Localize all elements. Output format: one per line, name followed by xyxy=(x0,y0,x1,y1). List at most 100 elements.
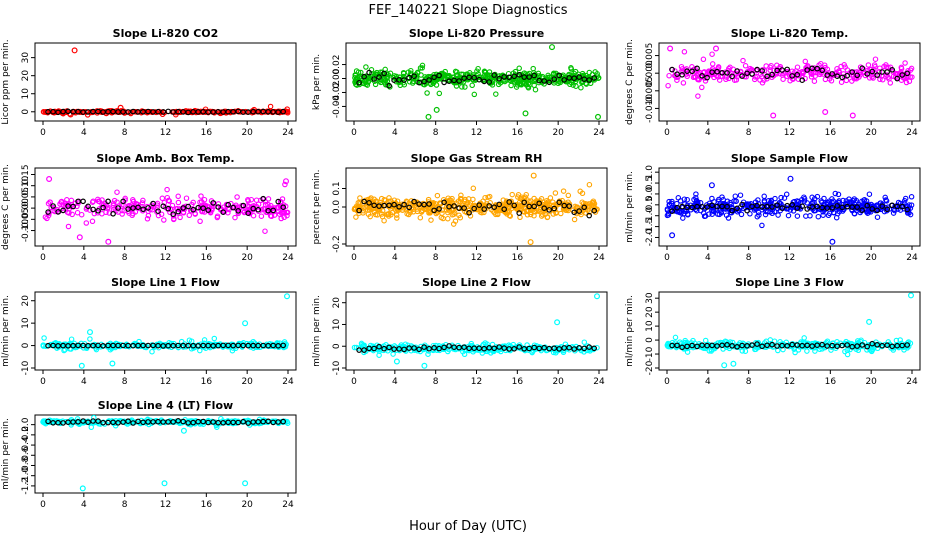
data-point xyxy=(872,56,879,62)
data-point xyxy=(144,216,151,222)
data-point xyxy=(870,75,876,81)
reference-point xyxy=(476,202,483,208)
reference-point xyxy=(396,77,402,83)
data-point xyxy=(759,222,765,229)
outlier-point xyxy=(907,292,914,299)
data-point xyxy=(197,218,203,225)
data-point xyxy=(752,74,758,80)
data-point xyxy=(558,210,564,217)
outlier-point xyxy=(180,427,187,434)
reference-point xyxy=(356,80,362,86)
x-axis-label: Hour of Day (UTC) xyxy=(409,519,527,534)
reference-point xyxy=(225,108,232,115)
data-point xyxy=(666,202,672,208)
data-point xyxy=(276,211,283,217)
reference-point xyxy=(496,201,503,208)
reference-point xyxy=(371,76,377,82)
reference-point xyxy=(240,202,247,209)
reference-point xyxy=(804,67,811,73)
reference-point xyxy=(195,109,202,115)
reference-point xyxy=(809,65,816,72)
x-tick-label: 24 xyxy=(593,377,605,387)
reference-point xyxy=(576,74,583,80)
data-point xyxy=(700,56,707,63)
data-points xyxy=(665,45,915,119)
outlier-point xyxy=(527,239,534,246)
reference-point xyxy=(819,204,826,211)
reference-point xyxy=(551,205,558,212)
data-points xyxy=(664,292,914,369)
reference-point xyxy=(45,109,51,115)
data-point xyxy=(784,73,790,80)
outlier-point xyxy=(522,110,529,117)
reference-point xyxy=(729,207,735,214)
panel-1: Slope Li-820 CO2 Licor ppm per min. 0 4 8 12 1… xyxy=(1,27,297,138)
x-tick-label: 12 xyxy=(471,253,482,263)
x-tick-label: 4 xyxy=(705,253,711,263)
reference-point xyxy=(521,74,528,80)
x-tick-label: 8 xyxy=(746,377,752,387)
data-point xyxy=(738,72,744,78)
reference-point xyxy=(456,78,462,84)
reference-point xyxy=(366,200,372,206)
reference-point xyxy=(371,202,377,209)
reference-point xyxy=(155,208,161,215)
data-point xyxy=(459,84,465,90)
reference-point xyxy=(889,202,896,209)
outlier-point xyxy=(822,108,829,115)
panel-grid: Slope Li-820 CO2 Licor ppm per min. 0 4 8 12 1… xyxy=(1,27,921,510)
y-tick-label: 0.00 xyxy=(332,68,342,88)
reference-point xyxy=(754,66,760,73)
reference-point xyxy=(215,109,222,115)
outlier-point xyxy=(849,112,856,119)
data-point xyxy=(826,76,833,82)
y-tick-label: 0.02 xyxy=(332,55,342,75)
data-point xyxy=(352,72,358,78)
reference-point xyxy=(280,204,287,211)
x-tick-label: 24 xyxy=(282,253,294,263)
data-point xyxy=(258,213,265,219)
reference-point xyxy=(105,108,111,115)
reference-point xyxy=(689,204,695,211)
data-point xyxy=(853,207,860,214)
x-tick-label: 16 xyxy=(825,253,837,263)
x-tick-label: 20 xyxy=(241,253,253,263)
x-tick-label: 16 xyxy=(512,377,524,387)
data-point xyxy=(232,214,238,221)
y-tick-label: 0.10 xyxy=(21,175,31,195)
reference-series xyxy=(356,69,598,89)
y-axis-label: ml/min per min. xyxy=(625,295,635,367)
reference-point xyxy=(704,204,710,210)
data-point xyxy=(90,198,96,204)
reference-point xyxy=(551,76,558,83)
outlier-point xyxy=(78,362,85,369)
data-point xyxy=(467,200,474,206)
data-point xyxy=(88,424,95,431)
reference-point xyxy=(110,108,116,115)
data-point xyxy=(42,214,49,220)
reference-point xyxy=(511,73,518,80)
x-tick-label: 20 xyxy=(552,377,564,387)
data-point xyxy=(785,212,792,219)
data-point xyxy=(851,196,858,202)
reference-point xyxy=(844,72,851,79)
data-point xyxy=(274,204,281,211)
data-point xyxy=(578,84,584,91)
reference-point xyxy=(789,73,796,79)
data-point xyxy=(532,86,539,93)
reference-point xyxy=(829,71,836,77)
reference-point xyxy=(70,203,76,210)
y-tick-label: -0.10 xyxy=(21,219,31,243)
data-point xyxy=(510,70,517,76)
outlier-point xyxy=(530,172,537,179)
data-point xyxy=(486,193,493,200)
reference-point xyxy=(436,72,442,79)
data-point xyxy=(680,215,686,221)
reference-point xyxy=(255,108,262,115)
reference-point xyxy=(250,205,257,212)
data-point xyxy=(450,221,457,227)
data-point xyxy=(681,49,688,55)
reference-point xyxy=(95,208,101,214)
data-point xyxy=(381,76,388,83)
data-point xyxy=(535,70,542,77)
